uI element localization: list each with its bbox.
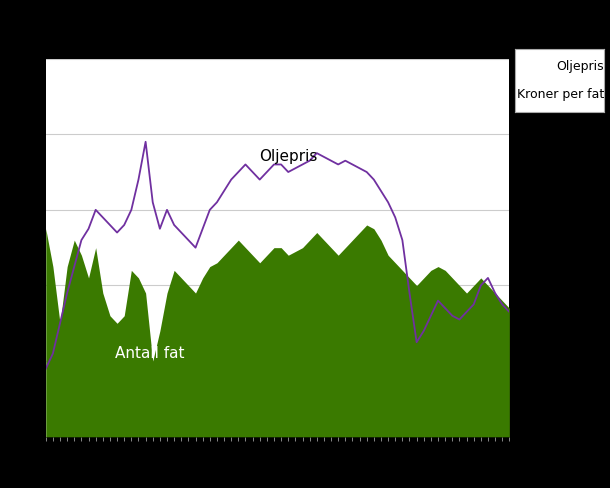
- Text: Oljepris: Oljepris: [556, 60, 604, 73]
- Text: Oljepris: Oljepris: [259, 149, 317, 164]
- Text: Antall fat: Antall fat: [115, 346, 185, 361]
- Text: Kroner per fat: Kroner per fat: [517, 88, 604, 101]
